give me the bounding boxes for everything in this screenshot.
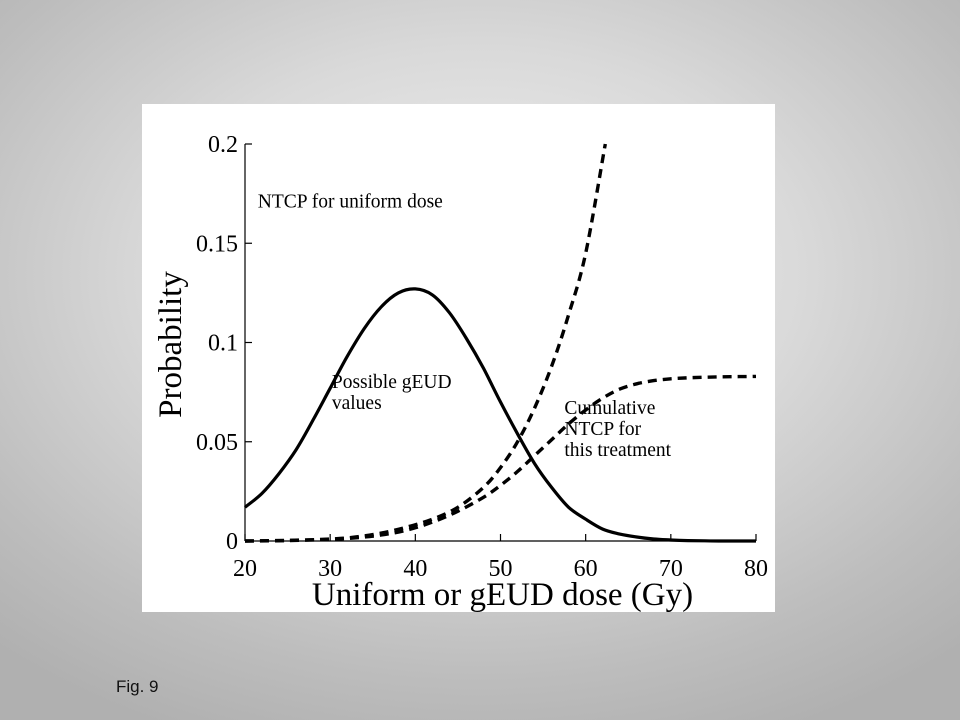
annotation-cumulative-ntcp: this treatment bbox=[564, 440, 671, 461]
x-axis-label: Uniform or gEUD dose (Gy) bbox=[312, 577, 693, 612]
x-tick-label: 80 bbox=[744, 556, 768, 582]
figure-caption: Fig. 9 bbox=[116, 677, 159, 696]
chart-panel: 0 0.05 0.1 0.15 0.2 20 30 40 50 60 70 80 Uniform or … bbox=[142, 104, 775, 612]
y-tick-label: 0.05 bbox=[196, 430, 238, 456]
x-tick-label: 70 bbox=[659, 556, 683, 582]
y-tick-label: 0.1 bbox=[208, 331, 238, 357]
annotation-cumulative-ntcp: NTCP for bbox=[564, 419, 641, 440]
x-tick-label: 20 bbox=[233, 556, 257, 582]
x-tick-label: 40 bbox=[403, 556, 427, 582]
y-tick-label: 0 bbox=[226, 529, 238, 555]
y-axis-label: Probability bbox=[153, 271, 189, 418]
x-tick-label: 30 bbox=[318, 556, 342, 582]
x-tick-label: 60 bbox=[574, 556, 598, 582]
annotation-geud-values: values bbox=[332, 393, 382, 414]
y-tick-label: 0.2 bbox=[208, 132, 238, 158]
y-tick-label: 0.15 bbox=[196, 231, 238, 257]
geud-distribution-line bbox=[243, 287, 756, 543]
cumulative-ntcp-line bbox=[244, 374, 757, 543]
dose-probability-chart: 0 0.05 0.1 0.15 0.2 20 30 40 50 60 70 80 Uniform or … bbox=[153, 132, 768, 612]
x-tick-label: 50 bbox=[489, 556, 513, 582]
annotation-geud-values: Possible gEUD bbox=[332, 372, 452, 393]
annotation-cumulative-ntcp: Cumulative bbox=[564, 398, 655, 419]
annotation-ntcp-uniform: NTCP for uniform dose bbox=[258, 192, 443, 213]
ntcp-uniform-dose-line bbox=[244, 143, 607, 543]
